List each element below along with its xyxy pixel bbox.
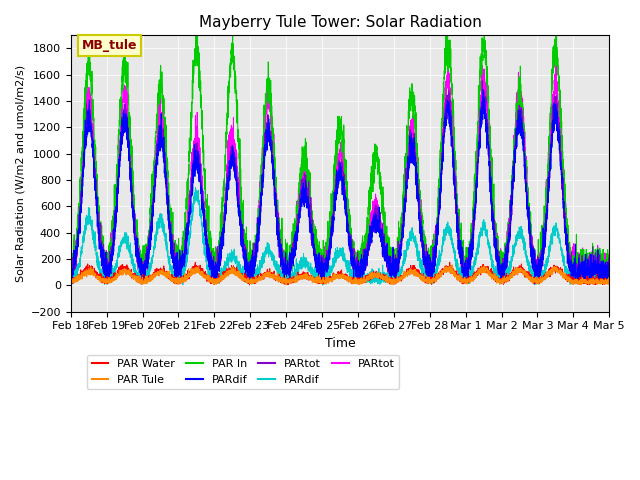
Line: PARdif: PARdif xyxy=(71,90,609,284)
PAR Water xyxy=(246,282,253,288)
Line: PAR Water: PAR Water xyxy=(71,263,609,285)
PARdif xyxy=(531,281,538,287)
PARdif xyxy=(492,245,499,251)
PAR Tule xyxy=(164,274,172,280)
PARtot xyxy=(605,261,612,267)
PARdif xyxy=(492,270,499,276)
PAR In xyxy=(67,265,75,271)
Line: PAR Tule: PAR Tule xyxy=(71,265,609,285)
PAR Tule xyxy=(67,281,75,287)
PAR Tule xyxy=(492,274,499,280)
PARtot xyxy=(605,264,612,269)
PARdif xyxy=(320,275,328,281)
X-axis label: Time: Time xyxy=(324,337,355,350)
PAR Water xyxy=(605,279,613,285)
PARdif xyxy=(431,272,439,277)
PARdif xyxy=(605,278,613,284)
PARtot xyxy=(320,273,328,278)
PARtot xyxy=(431,242,438,248)
Line: PARtot: PARtot xyxy=(71,81,609,284)
PARdif xyxy=(605,277,613,283)
PARtot xyxy=(67,269,75,275)
Legend: PAR Water, PAR Tule, PAR In, PARdif, PARtot, PARdif, PARtot: PAR Water, PAR Tule, PAR In, PARdif, PAR… xyxy=(87,355,399,389)
PAR Tule xyxy=(461,277,468,283)
PAR In xyxy=(492,220,499,226)
PAR Water xyxy=(492,274,499,279)
Text: MB_tule: MB_tule xyxy=(81,39,137,52)
PAR In xyxy=(605,260,612,266)
PARtot xyxy=(605,258,613,264)
PARtot xyxy=(164,184,172,190)
PAR Water xyxy=(67,279,75,285)
PAR Tule xyxy=(448,262,456,268)
PARtot xyxy=(552,55,560,61)
PAR Water xyxy=(191,260,199,265)
PAR In xyxy=(461,258,468,264)
PARdif xyxy=(164,200,172,205)
Y-axis label: Solar Radiation (W/m2 and umol/m2/s): Solar Radiation (W/m2 and umol/m2/s) xyxy=(15,65,25,282)
PARdif xyxy=(319,282,326,288)
PARdif xyxy=(431,244,438,250)
PAR Tule xyxy=(605,281,612,287)
PARdif xyxy=(479,87,487,93)
PAR In xyxy=(605,257,613,263)
PAR Tule xyxy=(431,278,438,284)
PARtot xyxy=(479,78,486,84)
PAR Tule xyxy=(390,282,397,288)
PARtot xyxy=(491,230,499,236)
PAR Tule xyxy=(320,279,328,285)
PARtot xyxy=(461,277,468,283)
PARdif xyxy=(320,268,328,274)
PARdif xyxy=(164,254,172,260)
PARtot xyxy=(67,277,75,283)
PAR In xyxy=(431,255,438,261)
PARtot xyxy=(492,239,499,245)
PARdif xyxy=(191,184,199,190)
PARtot xyxy=(431,253,438,259)
PAR Water xyxy=(164,275,172,280)
Line: PARdif: PARdif xyxy=(71,187,609,285)
Line: PAR In: PAR In xyxy=(71,22,609,282)
PAR In xyxy=(164,167,172,172)
PAR In xyxy=(173,279,181,285)
PARtot xyxy=(461,260,468,265)
PARdif xyxy=(461,272,468,278)
Line: PARtot: PARtot xyxy=(71,58,609,285)
Title: Mayberry Tule Tower: Solar Radiation: Mayberry Tule Tower: Solar Radiation xyxy=(198,15,481,30)
PAR Water xyxy=(320,279,328,285)
PARdif xyxy=(605,272,612,277)
PARtot xyxy=(320,273,328,278)
PARtot xyxy=(164,198,172,204)
PAR Tule xyxy=(605,278,613,284)
PARtot xyxy=(605,251,613,256)
PARdif xyxy=(67,269,75,275)
PAR Water xyxy=(431,278,439,284)
PARtot xyxy=(575,282,583,288)
PARdif xyxy=(461,260,468,266)
PAR Water xyxy=(461,278,468,284)
PARdif xyxy=(67,264,75,269)
PARdif xyxy=(605,269,612,275)
PARtot xyxy=(175,281,182,287)
PAR In xyxy=(443,19,451,24)
PAR Water xyxy=(605,279,612,285)
PAR In xyxy=(320,276,328,282)
